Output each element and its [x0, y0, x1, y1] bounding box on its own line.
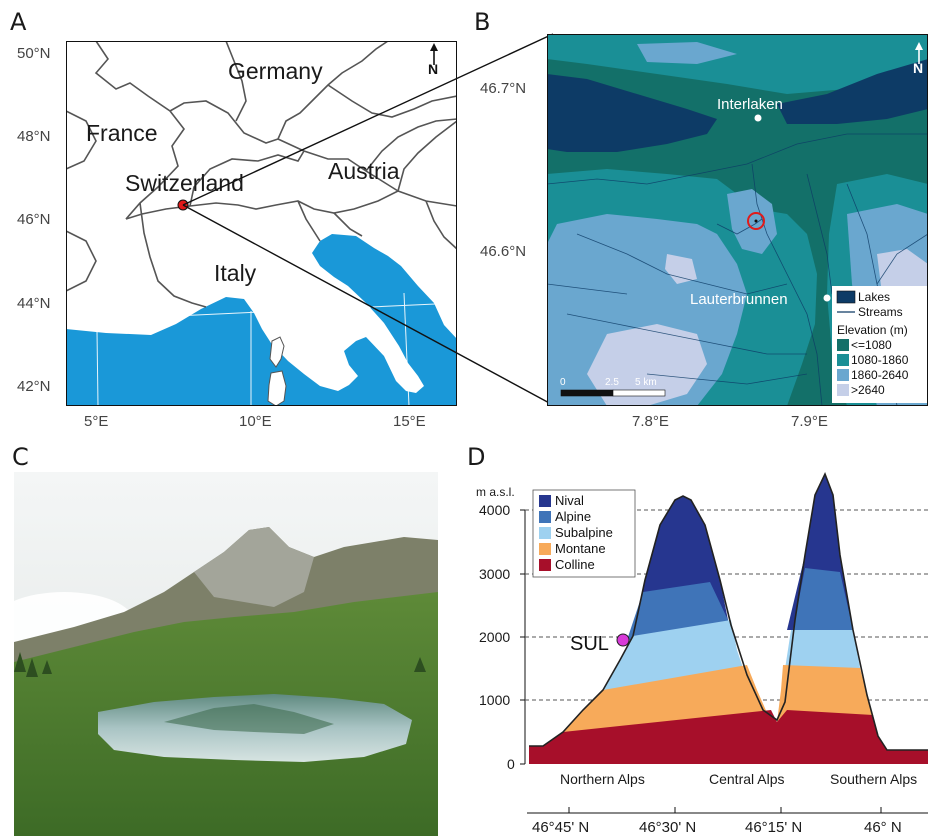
panel-b-elev-band-4	[665, 254, 697, 284]
panel-b-xtick: 7.9°E	[791, 413, 828, 430]
panel-d-legend: Nival Alpine Subalpine Montane Colline	[532, 489, 636, 578]
panel-d-outline	[529, 471, 928, 751]
panel-b-map: Interlaken Lauterbrunnen N Lakes Streams…	[547, 34, 928, 406]
panel-b-legend-lakes: Lakes	[858, 290, 890, 304]
panel-b-scale-label: 5 km	[635, 377, 657, 388]
panel-d-profile: SUL Nival Alpine Subalpine Montane Colli…	[520, 471, 928, 836]
panel-b-ytick: 46.6°N	[480, 243, 527, 260]
panel-b-lake	[547, 74, 717, 152]
panel-d-region: Central Alps	[709, 771, 784, 787]
panel-d-lat-tick: 46°45' N	[532, 819, 589, 836]
panel-d-lat-tick: 46°30' N	[639, 819, 696, 836]
panel-b-elev-band-4	[587, 324, 707, 406]
panel-d-legend-item: Subalpine	[555, 525, 613, 540]
panel-b-legend-class: 1860-2640	[851, 368, 909, 382]
panel-c-trees	[14, 652, 426, 677]
panel-a-country-switzerland: Switzerland	[125, 170, 244, 196]
panel-b-elev-band-3	[727, 189, 777, 254]
panel-d-region: Northern Alps	[560, 771, 645, 787]
panel-b-site-point	[754, 219, 758, 223]
panel-d-ytick: 4000	[479, 502, 511, 518]
panel-a-ytick: 46°N	[17, 211, 51, 228]
panel-a-island-sardinia	[267, 370, 287, 406]
panel-a-ytick: 50°N	[17, 45, 51, 62]
panel-b-lake	[777, 59, 928, 124]
panel-b-letter: B	[474, 8, 491, 36]
panel-c-rock-face	[194, 527, 314, 607]
panel-a-map: Germany France Switzerland Austria Italy…	[66, 41, 457, 406]
panel-c-photo	[14, 472, 438, 836]
panel-a-xtick: 5°E	[84, 413, 109, 430]
panel-b-scale-label: 2.5	[605, 377, 619, 388]
panel-d-legend-item: Nival	[555, 493, 584, 508]
panel-b-site-marker	[747, 212, 765, 230]
panel-b-legend-class: 1080-1860	[851, 353, 909, 367]
panel-a-country-austria: Austria	[328, 158, 400, 184]
panel-d-legend-item: Alpine	[555, 509, 591, 524]
panel-b-elev-band-3	[637, 42, 737, 64]
panel-b-north-arrow: N	[913, 42, 923, 76]
panel-d-site-label: SUL	[570, 633, 609, 655]
panel-a-xtick: 10°E	[239, 413, 272, 430]
panel-d-legend-item: Colline	[555, 557, 595, 572]
panel-d-letter: D	[467, 443, 486, 471]
panel-b-legend-class: >2640	[851, 383, 885, 397]
panel-b-legend-streams: Streams	[858, 305, 903, 319]
panel-b-legend-class: <=1080	[851, 338, 892, 352]
panel-a-letter: A	[10, 8, 27, 36]
panel-b-xtick: 7.8°E	[632, 413, 669, 430]
panel-b-town-marker	[754, 114, 762, 122]
panel-a-ytick: 48°N	[17, 128, 51, 145]
panel-a-country-italy: Italy	[214, 260, 257, 286]
panel-d-ytick: 1000	[479, 692, 511, 708]
panel-b-legend-title: Elevation (m)	[837, 323, 908, 337]
panel-a-north-label: N	[428, 61, 438, 77]
panel-d-site-marker	[616, 633, 630, 647]
panel-a-country-france: France	[86, 120, 158, 146]
panel-a-xtick: 15°E	[393, 413, 426, 430]
panel-a-site-marker	[177, 199, 189, 211]
panel-b-ytick: 46.7°N	[480, 80, 527, 97]
panel-d-ytick: 3000	[479, 566, 511, 582]
panel-a-ytick: 42°N	[17, 378, 51, 395]
panel-d-y-unit: m a.s.l.	[476, 485, 515, 499]
panel-d-lat-tick: 46° N	[864, 819, 902, 836]
panel-b-legend: Lakes Streams Elevation (m) <=1080 1080-…	[832, 286, 928, 403]
panel-b-scale-label: 0	[560, 377, 566, 388]
panel-b-town-lauterbrunnen: Lauterbrunnen	[690, 291, 788, 308]
panel-a-country-germany: Germany	[228, 58, 323, 84]
panel-d-region: Southern Alps	[830, 771, 917, 787]
panel-d-belt-alpine	[627, 568, 855, 640]
panel-b-town-marker	[823, 294, 831, 302]
panel-c-reflection	[164, 704, 334, 734]
panel-b-town-interlaken: Interlaken	[717, 96, 783, 113]
panel-d-ytick: 2000	[479, 629, 511, 645]
panel-c-letter: C	[12, 443, 29, 471]
panel-b-scale-bar: 0 2.5 5 km	[560, 377, 666, 397]
panel-d-ytick: 0	[507, 756, 515, 772]
panel-d-legend-item: Montane	[555, 541, 606, 556]
panel-a-ytick: 44°N	[17, 295, 51, 312]
panel-d-lat-tick: 46°15' N	[745, 819, 802, 836]
panel-d-belt-colline	[529, 710, 928, 764]
panel-b-north-label: N	[913, 60, 923, 76]
